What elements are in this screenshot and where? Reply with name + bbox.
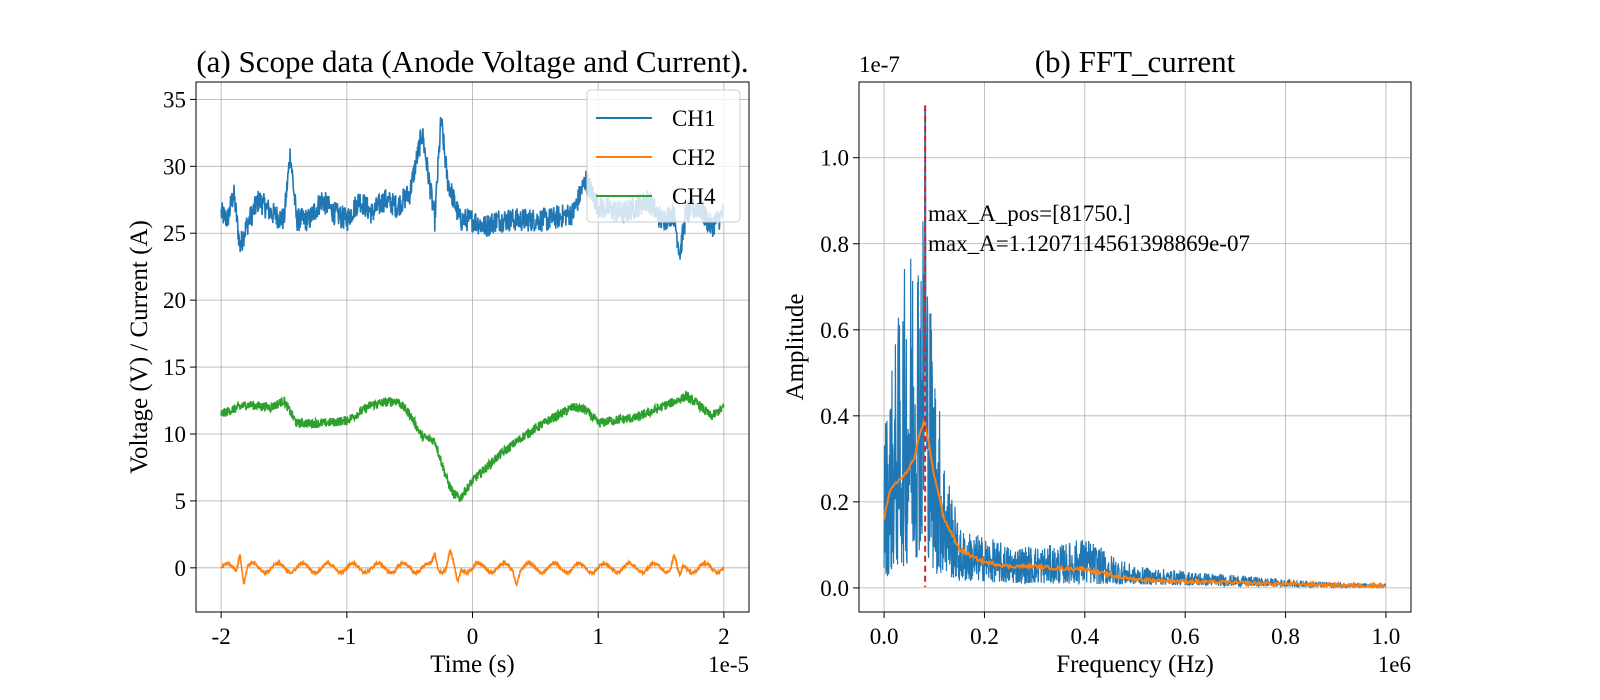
legend-label-ch2: CH2 bbox=[672, 145, 715, 170]
fft-y-offset-text: 1e-7 bbox=[859, 52, 900, 77]
fft-ytick-label: 0.6 bbox=[820, 318, 849, 343]
fft-xtick-label: 0.2 bbox=[970, 624, 999, 649]
fft-current-panel: 0.0 0.2 0.4 0.6 0.8 1.0 0.0 0.2 0.4 0.6 0.8 1.0 (b) … bbox=[782, 44, 1412, 678]
fft-annotation-max-pos: max_A_pos=[81750.] bbox=[928, 201, 1131, 226]
fft-xtick-label: 0.0 bbox=[870, 624, 899, 649]
scope-xtick-label: 2 bbox=[718, 624, 730, 649]
scope-legend: CH1 CH2 CH4 bbox=[586, 89, 741, 223]
fft-annotation-max-amplitude: max_A=1.1207114561398869e-07 bbox=[928, 231, 1250, 256]
fft-xlabel: Frequency (Hz) bbox=[1056, 651, 1214, 678]
scope-ytick-label: 15 bbox=[163, 355, 186, 380]
scope-title: (a) Scope data (Anode Voltage and Curren… bbox=[196, 44, 748, 79]
scope-ytick-label: 5 bbox=[175, 489, 187, 514]
scope-xtick-label: -1 bbox=[337, 624, 356, 649]
scope-xlabel: Time (s) bbox=[430, 651, 515, 678]
fft-ytick-label: 0.2 bbox=[820, 490, 849, 515]
fft-plot-area bbox=[883, 105, 1387, 590]
scope-axes-frame bbox=[195, 81, 750, 613]
series-ch4-line bbox=[220, 390, 725, 503]
scope-ytick-label: 30 bbox=[163, 154, 186, 179]
fft-spectrum-line bbox=[883, 105, 1387, 590]
scope-ylabel: Voltage (V) / Current (A) bbox=[126, 220, 153, 474]
fft-x-offset-text: 1e6 bbox=[1378, 652, 1411, 677]
scope-ytick-label: 0 bbox=[175, 556, 187, 581]
fft-xtick-label: 0.8 bbox=[1271, 624, 1300, 649]
fft-xtick-label: 0.4 bbox=[1070, 624, 1099, 649]
legend-box bbox=[586, 89, 741, 223]
legend-label-ch1: CH1 bbox=[672, 106, 715, 131]
scope-ytick-label: 25 bbox=[163, 221, 186, 246]
fft-ytick-label: 0.0 bbox=[820, 576, 849, 601]
fft-axes-frame bbox=[858, 81, 1412, 613]
fft-title: (b) FFT_current bbox=[1035, 44, 1236, 79]
scope-xtick-label: 1 bbox=[592, 624, 604, 649]
series-ch2-line bbox=[220, 548, 725, 588]
fft-ytick-label: 1.0 bbox=[820, 146, 849, 171]
scope-x-offset-text: 1e-5 bbox=[708, 652, 749, 677]
fft-ylabel: Amplitude bbox=[782, 294, 809, 401]
fft-xtick-label: 0.6 bbox=[1171, 624, 1200, 649]
fft-xtick-label: 1.0 bbox=[1372, 624, 1401, 649]
scope-ytick-label: 10 bbox=[163, 422, 186, 447]
fft-ytick-label: 0.4 bbox=[820, 404, 849, 429]
legend-label-ch4: CH4 bbox=[672, 184, 716, 209]
scope-xtick-label: 0 bbox=[467, 624, 479, 649]
scope-xtick-label: -2 bbox=[212, 624, 231, 649]
scope-ytick-label: 35 bbox=[163, 87, 186, 112]
fft-ytick-label: 0.8 bbox=[820, 232, 849, 257]
scope-ytick-label: 20 bbox=[163, 288, 186, 313]
fft-smoothed-line bbox=[883, 418, 1387, 590]
